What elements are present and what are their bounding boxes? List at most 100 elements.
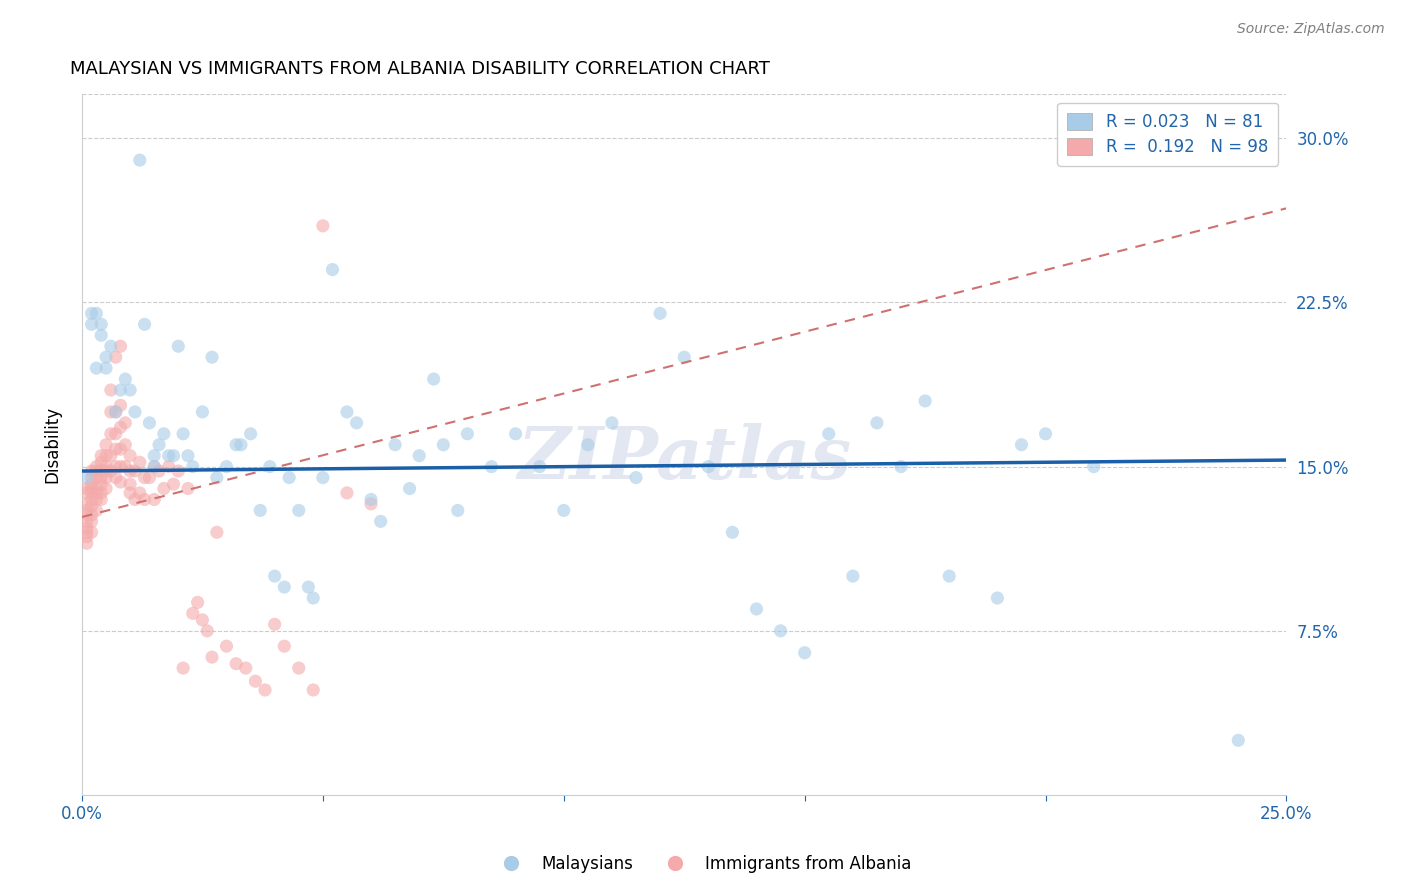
Point: [245, 674, 267, 689]
Point: [134, 470, 156, 484]
Point: [254, 683, 277, 698]
Point: [86, 470, 108, 484]
Point: [86, 486, 108, 500]
Point: [120, 449, 142, 463]
Point: [76, 521, 98, 535]
Point: [191, 405, 214, 419]
Point: [143, 459, 166, 474]
Legend: R = 0.023   N = 81, R =  0.192   N = 98: R = 0.023 N = 81, R = 0.192 N = 98: [1057, 103, 1278, 166]
Point: [422, 372, 444, 386]
Point: [76, 508, 98, 522]
Point: [80, 486, 103, 500]
Point: [172, 661, 194, 675]
Point: [134, 318, 156, 332]
Point: [90, 455, 112, 469]
Point: [94, 470, 117, 484]
Point: [167, 339, 190, 353]
Point: [104, 405, 127, 419]
Point: [143, 492, 166, 507]
Point: [529, 459, 551, 474]
Point: [312, 219, 335, 233]
Point: [215, 459, 238, 474]
Point: [120, 383, 142, 397]
Point: [866, 416, 889, 430]
Point: [80, 525, 103, 540]
Point: [76, 515, 98, 529]
Point: [86, 459, 108, 474]
Point: [297, 580, 319, 594]
Point: [986, 591, 1008, 605]
Point: [408, 449, 430, 463]
Point: [191, 613, 214, 627]
Point: [177, 449, 200, 463]
Point: [124, 492, 146, 507]
Point: [110, 475, 132, 489]
Point: [914, 394, 936, 409]
Point: [1227, 733, 1250, 747]
Point: [90, 449, 112, 463]
Point: [225, 657, 247, 671]
Point: [90, 328, 112, 343]
Point: [134, 492, 156, 507]
Point: [157, 459, 180, 474]
Point: [148, 464, 170, 478]
Point: [235, 661, 257, 675]
Point: [80, 492, 103, 507]
Point: [205, 525, 228, 540]
Point: [128, 455, 150, 469]
Point: [110, 459, 132, 474]
Point: [76, 525, 98, 540]
Point: [138, 470, 160, 484]
Point: [745, 602, 768, 616]
Point: [90, 486, 112, 500]
Point: [104, 459, 127, 474]
Point: [321, 262, 343, 277]
Point: [90, 470, 112, 484]
Point: [259, 459, 281, 474]
Point: [336, 486, 359, 500]
Point: [104, 405, 127, 419]
Point: [94, 361, 117, 376]
Point: [80, 508, 103, 522]
Point: [673, 350, 696, 364]
Point: [302, 683, 325, 698]
Point: [287, 503, 309, 517]
Point: [1083, 459, 1105, 474]
Point: [239, 426, 262, 441]
Point: [447, 503, 470, 517]
Point: [104, 470, 127, 484]
Point: [172, 426, 194, 441]
Point: [114, 459, 136, 474]
Point: [86, 464, 108, 478]
Point: [360, 497, 382, 511]
Point: [86, 361, 108, 376]
Point: [94, 464, 117, 478]
Point: [100, 405, 122, 419]
Point: [302, 591, 325, 605]
Point: [769, 624, 792, 638]
Point: [90, 492, 112, 507]
Point: [346, 416, 368, 430]
Point: [104, 350, 127, 364]
Text: Source: ZipAtlas.com: Source: ZipAtlas.com: [1237, 22, 1385, 37]
Point: [110, 383, 132, 397]
Point: [80, 482, 103, 496]
Point: [360, 492, 382, 507]
Point: [128, 486, 150, 500]
Point: [104, 442, 127, 457]
Point: [138, 416, 160, 430]
Point: [100, 339, 122, 353]
Point: [100, 426, 122, 441]
Point: [600, 416, 623, 430]
Point: [162, 449, 184, 463]
Point: [76, 482, 98, 496]
Point: [1035, 426, 1057, 441]
Point: [721, 525, 744, 540]
Point: [124, 464, 146, 478]
Point: [249, 503, 271, 517]
Point: [278, 470, 301, 484]
Point: [162, 477, 184, 491]
Point: [100, 449, 122, 463]
Point: [100, 464, 122, 478]
Point: [842, 569, 865, 583]
